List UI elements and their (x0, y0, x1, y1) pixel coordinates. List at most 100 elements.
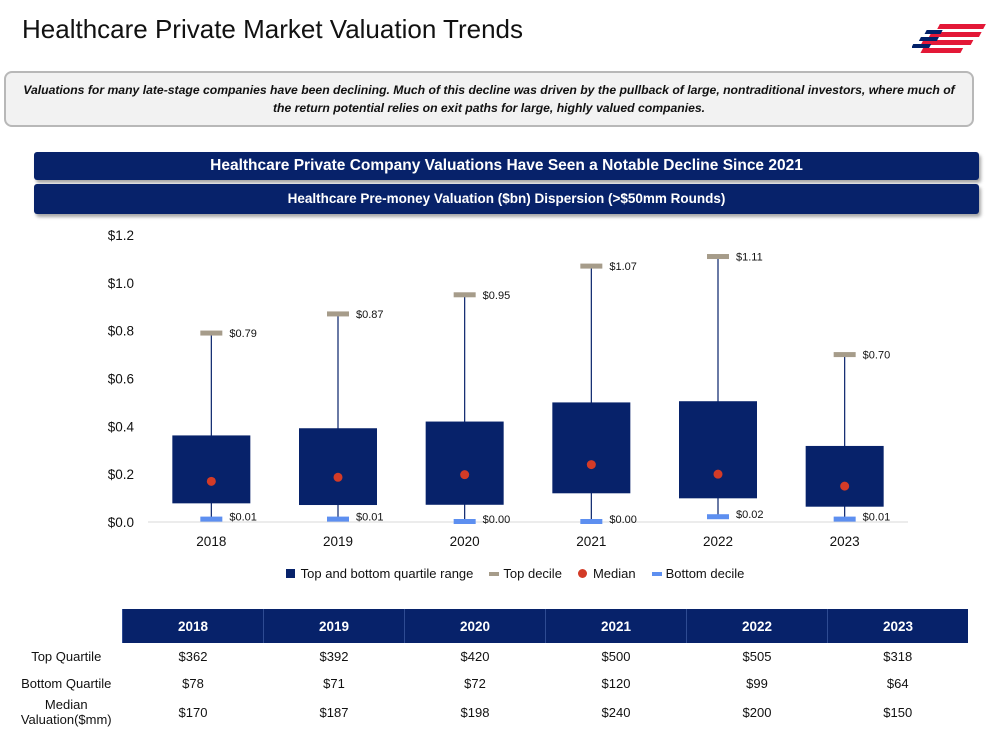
x-tick-label: 2019 (323, 534, 353, 549)
table-cell: $99 (746, 676, 768, 691)
bottom-decile-cap (453, 519, 476, 524)
bottom-decile-label: $0.02 (736, 509, 764, 521)
table-header-cell: 2023 (827, 609, 968, 643)
quartile-box (679, 401, 757, 499)
top-decile-label: $0.87 (356, 309, 384, 321)
bottom-decile-cap (327, 516, 349, 522)
legend-label-median: Median (592, 566, 636, 581)
table-row-label: Median Valuation($mm) (20, 697, 112, 727)
table-cell: $150 (883, 704, 913, 720)
table-cell: $500 (601, 649, 631, 664)
table-row-top-quartile: Top Quartile $362 $392 $420 $500 $505 $3… (10, 643, 968, 670)
top-decile-label: $0.95 (483, 290, 511, 302)
y-tick-label: $0.2 (108, 467, 134, 482)
table-cell: $392 (319, 649, 349, 664)
bottom-decile-label: $0.00 (609, 514, 637, 526)
median-dot (586, 460, 596, 470)
table-header-row: 2018 2019 2020 2021 2022 2023 (10, 609, 968, 643)
y-tick-label: $0.6 (108, 372, 134, 387)
table-cell: $72 (464, 676, 486, 691)
x-tick-label: 2021 (576, 534, 606, 549)
table-header-cell: 2021 (545, 609, 687, 643)
table-cell: $71 (323, 676, 345, 691)
table-cell: $362 (178, 649, 208, 664)
table-header-cell: 2020 (404, 609, 546, 643)
table-row-label: Bottom Quartile (21, 676, 112, 691)
bottom-decile-label: $0.01 (863, 512, 891, 524)
table-cell: $120 (601, 676, 631, 691)
bottom-decile-cap (200, 516, 223, 522)
x-tick-label: 2022 (703, 534, 733, 549)
top-decile-swatch-icon (489, 571, 500, 576)
valuation-table: 2018 2019 2020 2021 2022 2023 Top Quarti… (10, 609, 968, 727)
legend-item-median: Median (577, 566, 636, 581)
top-decile-cap (327, 311, 349, 317)
top-decile-cap (200, 330, 223, 336)
median-dot (713, 469, 723, 479)
table-cell: $505 (742, 649, 772, 664)
table-header-cell: 2022 (686, 609, 828, 643)
quartile-box (425, 421, 504, 505)
top-decile-cap (453, 292, 476, 298)
table-cell: $240 (601, 704, 631, 720)
summary-callout-text: Valuations for many late-stage companies… (23, 83, 955, 115)
table-header-cell: 2018 (122, 609, 264, 643)
median-dot (840, 481, 850, 491)
bottom-decile-label: $0.00 (483, 514, 511, 526)
table-cell: $78 (182, 676, 204, 691)
table-row-bottom-quartile: Bottom Quartile $78 $71 $72 $120 $99 $64 (10, 670, 968, 697)
quartile-box (552, 402, 631, 494)
table-cell: $187 (319, 704, 349, 720)
top-decile-cap (707, 254, 729, 260)
bottom-decile-cap (580, 519, 603, 524)
table-cell: $420 (460, 649, 490, 664)
median-dot (206, 476, 216, 486)
table-row-label: Top Quartile (31, 649, 102, 664)
top-decile-cap (833, 352, 856, 358)
summary-callout: Valuations for many late-stage companies… (4, 71, 974, 127)
bottom-decile-swatch-icon (651, 571, 662, 576)
legend-item-quartile: Top and bottom quartile range (285, 566, 474, 581)
legend-item-bottom-decile: Bottom decile (651, 566, 745, 581)
top-decile-label: $1.11 (736, 252, 763, 264)
y-tick-label: $0.4 (108, 419, 135, 434)
x-tick-label: 2020 (450, 534, 480, 549)
median-swatch-icon (577, 569, 587, 578)
quartile-box (299, 428, 377, 506)
chart-title-banner: Healthcare Pre-money Valuation ($bn) Dis… (34, 184, 979, 214)
page-title: Healthcare Private Market Valuation Tren… (22, 14, 523, 44)
valuation-dispersion-chart: $0.0$0.2$0.4$0.6$0.8$1.0$1.2$0.79$0.0120… (108, 228, 908, 549)
table-cell: $200 (742, 704, 772, 720)
y-tick-label: $0.8 (108, 324, 134, 339)
bank-logo-icon (912, 24, 986, 53)
table-header-cell: 2019 (263, 609, 405, 643)
table-corner (10, 609, 123, 643)
top-decile-label: $0.79 (229, 328, 257, 340)
x-tick-label: 2018 (196, 534, 226, 549)
bottom-decile-cap (707, 514, 729, 520)
main-banner: Healthcare Private Company Valuations Ha… (34, 152, 979, 180)
quartile-box (172, 435, 251, 504)
median-dot (460, 470, 470, 480)
quartile-swatch-icon (285, 569, 295, 578)
table-cell: $170 (178, 704, 208, 720)
quartile-box (805, 445, 884, 507)
chart-legend: Top and bottom quartile range Top decile… (0, 566, 1000, 581)
top-decile-label: $1.07 (609, 261, 637, 273)
legend-item-top-decile: Top decile (489, 566, 562, 581)
table-row-median: Median Valuation($mm) $170 $187 $198 $24… (10, 697, 968, 727)
table-cell: $318 (883, 649, 913, 664)
median-dot (333, 472, 343, 482)
legend-label-top-decile: Top decile (503, 566, 562, 581)
top-decile-label: $0.70 (863, 350, 891, 362)
y-tick-label: $1.2 (108, 228, 134, 243)
table-cell: $198 (460, 704, 490, 720)
legend-label-bottom-decile: Bottom decile (665, 566, 745, 581)
y-tick-label: $1.0 (108, 276, 134, 291)
legend-label-quartile: Top and bottom quartile range (300, 566, 474, 581)
top-decile-cap (580, 263, 603, 269)
x-tick-label: 2023 (830, 534, 860, 549)
table-cell: $64 (886, 676, 909, 691)
bottom-decile-label: $0.01 (229, 512, 257, 524)
bottom-decile-cap (833, 516, 856, 522)
